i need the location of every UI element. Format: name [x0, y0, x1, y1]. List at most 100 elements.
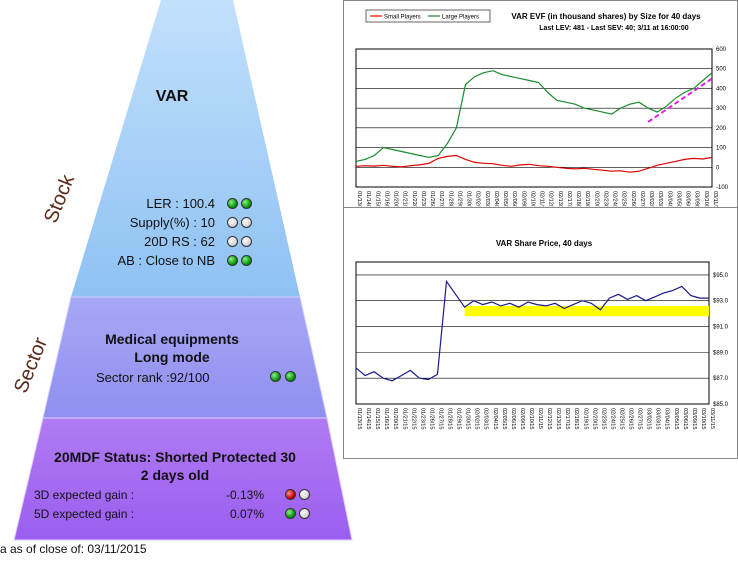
metric-supply-dot-1 [227, 217, 238, 228]
metric-ab-dot-2 [241, 255, 252, 266]
y-tick-label: 0 [716, 165, 720, 171]
x-tick-label: 03/02/15 [648, 191, 654, 207]
x-tick-label: 03/09/15 [694, 191, 700, 207]
price-chart: VAR Share Price, 40 days $95.0 $93.0 $91.0 $… [355, 239, 729, 429]
gain-5d-label: 5D expected gain : [34, 507, 135, 521]
metric-ler-dot-2 [241, 198, 252, 209]
x-tick-label: 01/23/15 [420, 191, 426, 207]
x-tick-label: 02/26/15 [628, 408, 634, 429]
x-tick-label: 01/16/15 [383, 191, 389, 207]
x-tick-label: 01/15/15 [374, 408, 380, 429]
x-tick-label: 02/12/15 [548, 191, 554, 207]
status-line-2: 2 days old [140, 467, 210, 483]
x-tick-label: 03/04/15 [666, 191, 672, 207]
x-tick-label: 01/29/15 [456, 408, 462, 429]
x-tick-label: 03/04/15 [664, 408, 670, 429]
metric-ler-dot-1 [227, 198, 238, 209]
y-tick-label: 100 [716, 146, 727, 152]
x-tick-label: 02/20/15 [591, 408, 597, 429]
x-tick-label: 01/26/15 [428, 408, 434, 429]
gain-3d-label: 3D expected gain : [34, 488, 135, 502]
metric-ler-label: LER : 100.4 [146, 196, 215, 211]
x-tick-label: 02/09/15 [519, 408, 525, 429]
metric-ab-label: AB : Close to NB [117, 253, 215, 268]
x-tick-label: 02/04/15 [493, 191, 499, 207]
x-tick-label: 01/16/15 [383, 408, 389, 429]
y-tick-label: 200 [716, 126, 727, 132]
status-line-1: 20MDF Status: Shorted Protected 30 [54, 449, 296, 465]
gain-5d-value: 0.07% [229, 507, 264, 521]
x-tick-label: 01/26/15 [429, 191, 435, 207]
price-chart-panel: VAR Share Price, 40 days $95.0 $93.0 $91.0 $… [343, 207, 738, 459]
metric-ab-dot-1 [227, 255, 238, 266]
x-tick-label: 02/10/15 [529, 191, 535, 207]
x-tick-label: 02/04/15 [492, 408, 498, 429]
x-tick-label: 01/15/15 [374, 191, 380, 207]
chart-title: VAR Share Price, 40 days [496, 239, 593, 248]
gain-3d-dot-1 [285, 489, 296, 500]
x-tick-label: 02/13/15 [557, 191, 563, 207]
x-tick-label: 02/19/15 [582, 408, 588, 429]
x-tick-label: 01/14/15 [365, 191, 371, 207]
plot-area [355, 261, 710, 405]
x-tick-label: 02/12/15 [546, 408, 552, 429]
y-tick-label: -100 [716, 185, 729, 191]
metric-rs-label: 20D RS : 62 [144, 234, 215, 249]
x-tick-label: 03/02/15 [646, 408, 652, 429]
x-tick-label: 01/20/15 [392, 408, 398, 429]
x-tick-label: 02/05/15 [501, 408, 507, 429]
gain-5d-dot-1 [285, 508, 296, 519]
y-tick-label: $89.0 [713, 350, 729, 356]
gain-3d-value: -0.13% [225, 488, 264, 502]
x-tick-label: 02/18/15 [573, 408, 579, 429]
x-tick-label: 01/21/15 [401, 408, 407, 429]
x-tick-label: 02/09/15 [520, 191, 526, 207]
x-tick-label: 01/30/15 [465, 408, 471, 429]
x-tick-label: 02/06/15 [511, 191, 517, 207]
x-tick-label: 03/03/15 [655, 408, 661, 429]
chart-subtitle: Last LEV: 481 - Last SEV: 40; 3/11 at 16… [539, 25, 689, 32]
x-tick-label: 03/03/15 [657, 191, 663, 207]
x-tick-label: 02/25/15 [621, 191, 627, 207]
gain-5d-dot-2 [299, 508, 310, 519]
trendline [647, 77, 713, 123]
x-tick-label: 02/20/15 [593, 191, 599, 207]
range-band [464, 305, 709, 317]
metric-rs-dot-1 [227, 236, 238, 247]
x-tick-label: 02/27/15 [639, 191, 645, 207]
x-tick-label: 02/23/15 [602, 191, 608, 207]
gain-3d-dot-2 [299, 489, 310, 500]
x-tick-label: 03/10/15 [703, 191, 709, 207]
metric-supply-dot-2 [241, 217, 252, 228]
x-tick-label: 01/29/15 [456, 191, 462, 207]
y-tick-label: $95.0 [713, 273, 729, 279]
sector-name: Medical equipments [105, 331, 239, 347]
x-tick-label: 02/24/15 [609, 408, 615, 429]
y-tick-label: 500 [716, 67, 727, 73]
x-tick-label: 02/11/15 [539, 191, 545, 207]
y-tick-label: 400 [716, 86, 727, 92]
x-tick-label: 01/30/15 [466, 191, 472, 207]
x-tick-label: 02/19/15 [584, 191, 590, 207]
y-tick-label: $85.0 [713, 402, 729, 408]
x-tick-label: 02/13/15 [555, 408, 561, 429]
x-tick-label: 03/05/15 [673, 408, 679, 429]
x-tick-label: 02/10/15 [528, 408, 534, 429]
x-tick-label: 01/20/15 [393, 191, 399, 207]
chart-title: VAR EVF (in thousand shares) by Size for… [511, 12, 701, 21]
x-tick-label: 02/23/15 [600, 408, 606, 429]
x-tick-label: 02/17/15 [566, 191, 572, 207]
x-tick-label: 02/18/15 [575, 191, 581, 207]
x-tick-label: 02/02/15 [474, 408, 480, 429]
pyramid-title: VAR [155, 88, 189, 105]
sector-rank-dot-2 [285, 371, 296, 382]
x-tick-label: 02/17/15 [564, 408, 570, 429]
x-tick-label: 01/28/15 [447, 408, 453, 429]
y-tick-label: $93.0 [713, 299, 729, 305]
series-line-price [355, 279, 709, 382]
x-tick-label: 02/26/15 [630, 191, 636, 207]
y-tick-label: $91.0 [713, 325, 729, 331]
x-tick-label: 01/13/15 [356, 408, 362, 429]
metric-rs-dot-2 [241, 236, 252, 247]
x-tick-label: 01/14/15 [365, 408, 371, 429]
